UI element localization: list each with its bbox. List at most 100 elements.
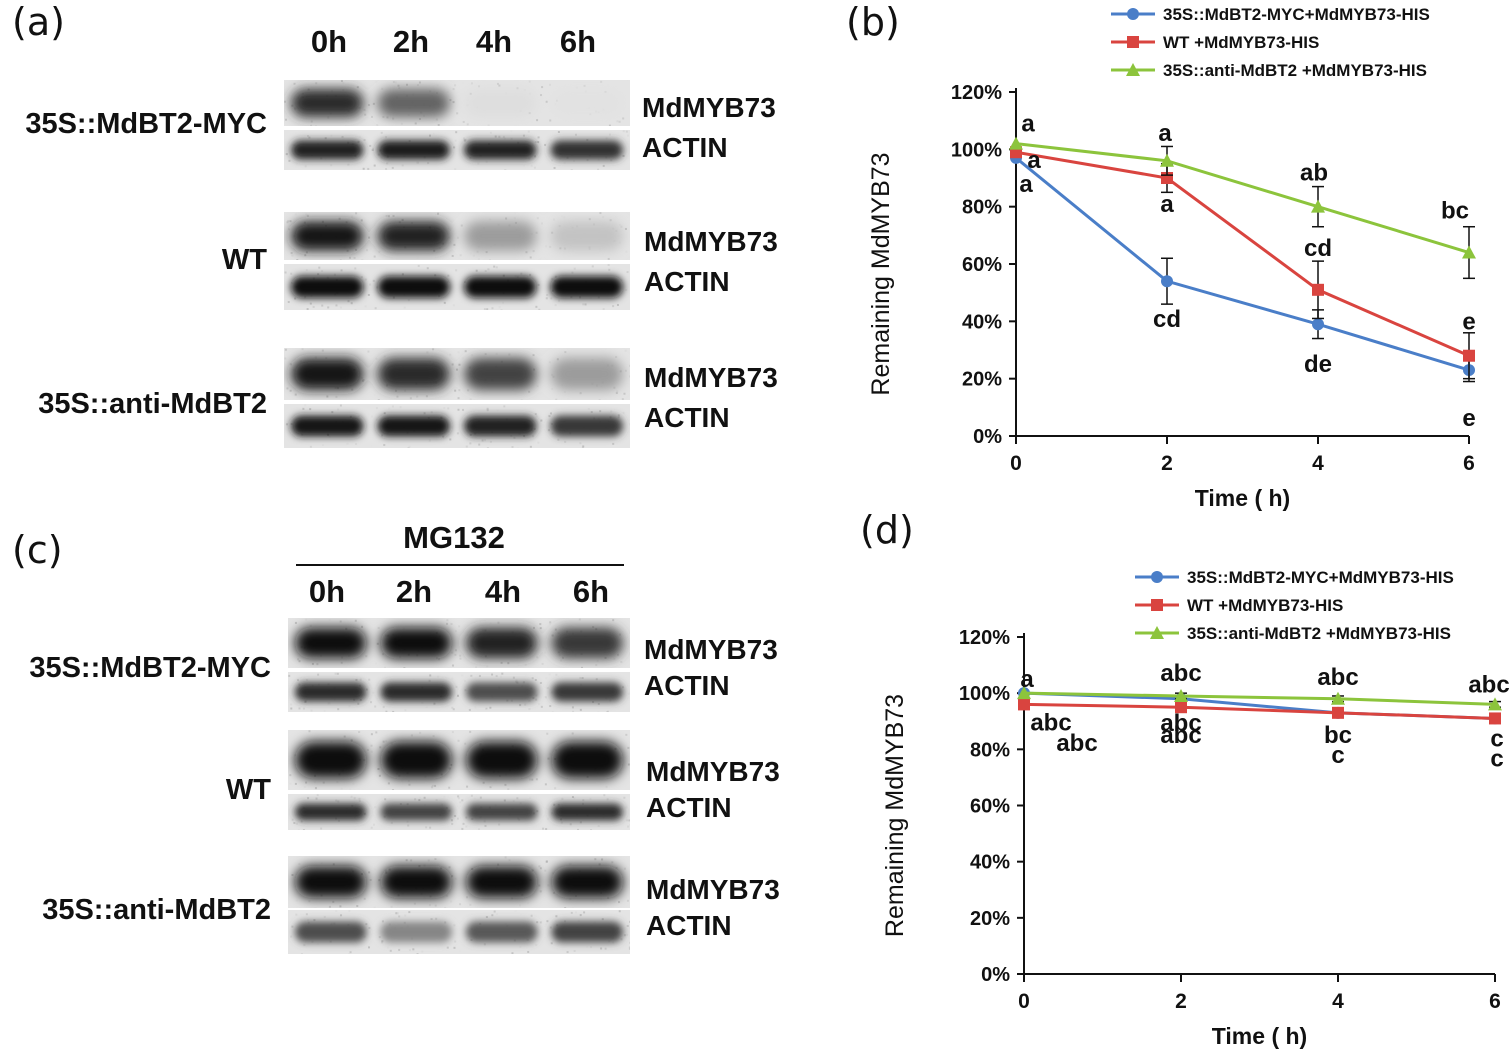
control-band-label: ACTIN bbox=[644, 402, 730, 433]
blot-noise bbox=[366, 249, 369, 252]
blot-noise bbox=[498, 135, 501, 138]
blot-noise bbox=[516, 87, 519, 90]
blot-noise bbox=[363, 139, 366, 142]
blot-noise bbox=[626, 819, 629, 822]
blot-noise bbox=[295, 822, 298, 825]
blot-noise bbox=[464, 138, 467, 141]
blot-noise bbox=[532, 354, 535, 357]
blot-noise bbox=[467, 139, 470, 142]
target-band-label: MdMYB73 bbox=[642, 92, 776, 123]
blot-noise bbox=[486, 447, 489, 448]
blot-noise bbox=[416, 256, 419, 259]
blot-noise bbox=[446, 619, 449, 622]
series-line bbox=[1023, 691, 1496, 706]
blot-noise bbox=[347, 163, 350, 166]
blot-noise bbox=[331, 411, 334, 414]
blot-noise bbox=[591, 900, 594, 903]
blot-noise bbox=[352, 782, 355, 785]
blot-noise bbox=[525, 251, 528, 254]
blot-noise bbox=[582, 303, 585, 306]
blot-noise bbox=[330, 134, 333, 137]
blot-noise bbox=[364, 305, 367, 308]
blot-noise bbox=[496, 409, 499, 412]
blot-noise bbox=[544, 651, 547, 654]
blot-noise bbox=[624, 369, 627, 372]
blot-noise bbox=[367, 350, 370, 353]
blot-noise bbox=[306, 678, 309, 681]
blot-noise bbox=[324, 137, 327, 140]
blot-noise bbox=[530, 164, 533, 167]
blot-noise bbox=[389, 165, 392, 168]
blot-noise bbox=[528, 708, 531, 711]
blot-noise bbox=[454, 877, 457, 880]
blot-noise bbox=[511, 952, 514, 954]
blot-noise bbox=[451, 731, 454, 734]
blot-noise bbox=[496, 913, 499, 916]
blot-noise bbox=[408, 783, 411, 786]
blot-noise bbox=[384, 136, 387, 139]
blot-noise bbox=[333, 273, 336, 276]
blot-noise bbox=[620, 660, 623, 663]
blot-noise bbox=[564, 351, 567, 354]
blot-noise bbox=[290, 703, 293, 706]
blot-noise bbox=[328, 905, 331, 908]
blot-noise bbox=[523, 164, 526, 167]
blot-noise bbox=[551, 388, 554, 391]
significance-label: abc bbox=[1317, 664, 1358, 691]
blot-noise bbox=[449, 438, 452, 441]
blot-noise bbox=[542, 255, 545, 258]
blot-noise bbox=[429, 674, 432, 677]
blot-noise bbox=[535, 698, 538, 701]
blot-noise bbox=[326, 395, 329, 398]
data-point bbox=[1017, 686, 1031, 700]
blot-noise bbox=[365, 688, 368, 691]
blot-noise bbox=[370, 744, 373, 747]
control-band-label: ACTIN bbox=[644, 266, 730, 297]
blot-noise bbox=[535, 231, 538, 234]
blot-noise bbox=[451, 651, 454, 654]
blot-noise bbox=[377, 768, 380, 771]
blot-noise bbox=[536, 656, 539, 659]
blot-noise bbox=[465, 938, 468, 941]
blot-noise bbox=[392, 117, 395, 120]
blot-noise bbox=[491, 307, 494, 310]
blot-noise bbox=[340, 661, 343, 664]
blot-noise bbox=[381, 920, 384, 923]
blot-noise bbox=[529, 273, 532, 276]
blot-noise bbox=[449, 353, 452, 356]
blot-noise bbox=[312, 305, 315, 308]
blot-noise bbox=[449, 697, 452, 700]
blot-noise bbox=[394, 81, 397, 84]
blot-noise bbox=[302, 407, 305, 410]
blot-noise bbox=[310, 124, 313, 126]
blot-noise bbox=[485, 251, 488, 254]
blot-band bbox=[377, 140, 451, 160]
blot-noise bbox=[467, 389, 470, 392]
blot-noise bbox=[359, 678, 362, 681]
blot-strip-control bbox=[288, 910, 630, 954]
blot-noise bbox=[350, 795, 353, 798]
blot-noise bbox=[316, 794, 319, 797]
blot-noise bbox=[389, 949, 392, 952]
blot-noise bbox=[613, 900, 616, 903]
blot-noise bbox=[452, 88, 455, 91]
blot-band bbox=[380, 627, 453, 659]
blot-noise bbox=[620, 938, 623, 941]
blot-noise bbox=[613, 657, 616, 660]
blot-noise bbox=[452, 708, 455, 711]
blot-noise bbox=[466, 123, 469, 126]
blot-noise bbox=[459, 300, 462, 303]
blot-noise bbox=[556, 358, 559, 361]
blot-noise bbox=[456, 432, 459, 435]
blot-noise bbox=[529, 778, 532, 781]
blot-noise bbox=[548, 415, 551, 418]
significance-label: cd bbox=[1304, 235, 1332, 262]
blot-noise bbox=[512, 800, 515, 803]
blot-noise bbox=[294, 782, 297, 785]
blot-noise bbox=[456, 694, 459, 697]
blot-noise bbox=[385, 215, 388, 218]
blot-noise bbox=[392, 80, 395, 83]
data-point bbox=[1018, 698, 1030, 711]
blot-noise bbox=[293, 82, 296, 85]
blot-noise bbox=[496, 82, 499, 85]
